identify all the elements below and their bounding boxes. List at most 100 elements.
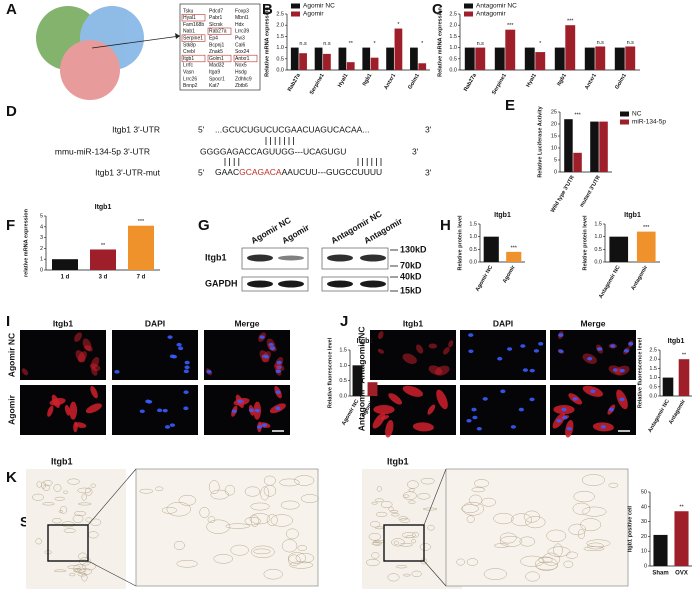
tissue (77, 502, 92, 506)
gene-name: Nox5 (235, 63, 247, 69)
gene-name: Nab1 (183, 29, 195, 35)
tissue (399, 517, 411, 523)
y-tick-label: 0.5 (469, 247, 477, 253)
significance: * (397, 22, 400, 28)
tissue (155, 486, 164, 492)
tissue (371, 541, 381, 546)
row-label: Itgb1 (205, 252, 227, 262)
y-tick-label: 2.0 (449, 23, 457, 29)
significance: n.s (597, 40, 605, 46)
tissue (399, 542, 413, 547)
tissue (525, 516, 546, 529)
column-title: DAPI (493, 318, 513, 328)
tissue (419, 543, 432, 551)
bar (653, 534, 668, 566)
nucleus (275, 390, 281, 394)
chart-title: Itgb1 (494, 212, 511, 219)
zoom-line (87, 560, 137, 587)
nucleus (254, 408, 260, 413)
gene-name: Spocr1 (209, 76, 225, 82)
significance: * (421, 41, 424, 47)
gene-highlight (233, 54, 258, 63)
cell (388, 393, 403, 405)
blot (241, 276, 309, 292)
nucleus (275, 369, 281, 374)
tissue (176, 559, 198, 568)
cell (402, 385, 423, 397)
sequence-name: mmu-miR-134-5p 3'-UTR (55, 146, 150, 156)
bar (299, 53, 307, 70)
cell (69, 401, 78, 420)
tissue (582, 506, 607, 517)
nucleus (597, 347, 603, 351)
nucleus (482, 397, 488, 401)
tissue (139, 488, 154, 494)
tissue (69, 572, 76, 577)
tissue (405, 535, 415, 539)
tissue (63, 528, 76, 534)
tissue (225, 523, 250, 529)
significance: ** (682, 353, 687, 359)
blot (321, 276, 389, 292)
tissue (393, 540, 399, 545)
nucleus (184, 365, 190, 370)
tissue (376, 486, 382, 492)
gene-name: Cal6 (235, 42, 246, 48)
tissue (581, 474, 605, 486)
micrograph (460, 330, 546, 380)
nucleus (476, 426, 482, 431)
tissue (73, 568, 87, 573)
cell (74, 332, 83, 342)
y-tick-label: 0.5 (594, 247, 602, 253)
nucleus (259, 335, 265, 339)
bar (410, 47, 418, 70)
x-tick-label: 3 d (99, 275, 108, 281)
bar (674, 511, 689, 566)
nucleus (171, 354, 177, 359)
gene-name: Foxp3 (235, 8, 249, 14)
column-title: Merge (580, 318, 605, 328)
nucleus (587, 356, 593, 361)
y-tick-label: 2.0 (649, 357, 657, 363)
tissue (244, 516, 261, 526)
nucleus (566, 426, 572, 431)
nucleus (556, 418, 562, 423)
bar (573, 152, 582, 172)
significance: n.s (477, 41, 485, 47)
tissue (388, 506, 394, 512)
gene-name: Rab27a (209, 29, 227, 35)
significance: * (374, 41, 377, 47)
gene-name: Pw3 (235, 36, 245, 42)
bar (362, 47, 371, 70)
significance: * (371, 376, 374, 382)
cell (84, 345, 93, 352)
y-tick-label: 2.5 (649, 347, 657, 353)
tissue (471, 487, 486, 493)
tissue (462, 502, 484, 516)
y-tick-label: 4 (40, 224, 43, 230)
cell (428, 343, 438, 349)
legend-swatch (291, 11, 300, 17)
column-title: Merge (234, 318, 259, 328)
tissue (469, 494, 483, 506)
bar (524, 47, 535, 70)
y-tick-label: 1.5 (649, 366, 657, 372)
nucleus (169, 423, 176, 427)
bar (584, 47, 595, 70)
nucleus (139, 409, 145, 414)
nucleus (176, 342, 182, 347)
tissue (411, 531, 419, 538)
y-tick-label: 0.0 (594, 259, 602, 265)
image-title: Itgb1 (387, 456, 409, 466)
significance: n.s (323, 41, 331, 47)
bar (418, 63, 427, 70)
zoom-box (47, 524, 89, 562)
y-tick-label: 1.0 (649, 375, 657, 381)
legend-swatch (620, 119, 629, 125)
nucleus (619, 368, 625, 373)
y-tick-label: 1.0 (276, 45, 284, 51)
tissue (63, 490, 69, 494)
significance: ** (349, 41, 354, 47)
arrow-head (175, 33, 180, 39)
row-label: Antagomir NC (356, 326, 366, 383)
